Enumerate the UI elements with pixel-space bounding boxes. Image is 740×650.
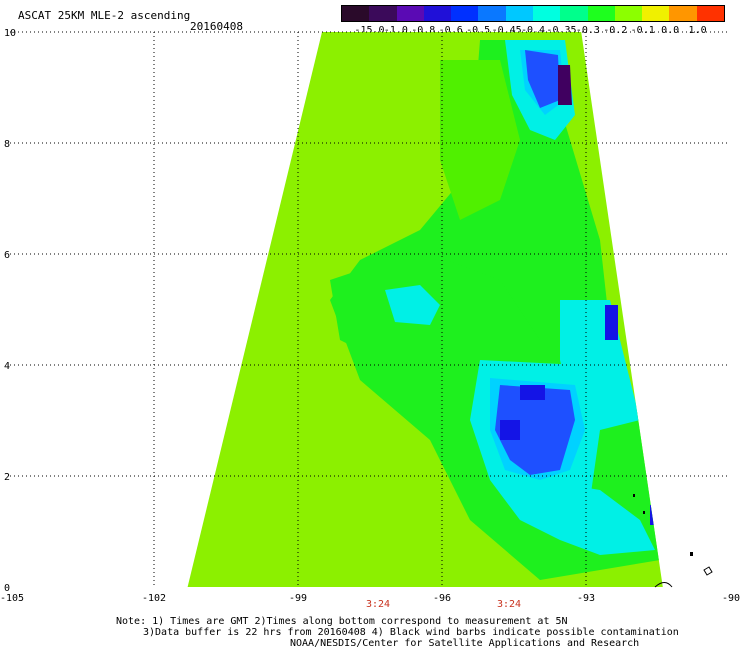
colorbar-label: -1.0: [383, 25, 408, 36]
colorbar-swatch: [532, 6, 561, 21]
colorbar-label: -0.35: [546, 25, 577, 36]
colorbar-swatch: [505, 6, 533, 21]
colorbar-swatch: [642, 6, 670, 21]
lon-tick-label: -93: [577, 593, 595, 604]
colorbar-label: 1.0: [688, 25, 707, 36]
product-title: ASCAT 25KM MLE-2 ascending: [18, 9, 191, 22]
darkblue-cell: [500, 420, 520, 440]
time-label-right: 3:24: [497, 599, 522, 610]
colorbar-swatch: [614, 6, 643, 21]
colorbar-label: -0.1: [630, 25, 655, 36]
colorbar-swatch: [669, 6, 697, 21]
colorbar-label: -0.45: [491, 25, 522, 36]
lon-tick-label: -99: [289, 593, 307, 604]
island-mark: [690, 552, 693, 556]
darkblue-edge-cell: [605, 305, 618, 340]
colorbar-swatch: [451, 6, 479, 21]
colorbar-swatch: [396, 6, 424, 21]
blue-region-south: [495, 385, 575, 475]
lat-tick-label: 6: [4, 250, 10, 261]
colorbar-label: -0.6: [438, 25, 463, 36]
darkblue-cell: [520, 385, 545, 400]
colorbar-label: -0.8: [411, 25, 436, 36]
lat-tick-label: 8: [4, 139, 10, 150]
note-line-1: Note: 1) Times are GMT 2)Times along bot…: [116, 616, 568, 627]
colorbar: [341, 5, 725, 22]
cyan-region-west: [385, 285, 440, 325]
swath-field: [330, 40, 660, 580]
coastline-mark: [654, 582, 673, 588]
colorbar-swatch: [560, 6, 588, 21]
product-date: 20160408: [190, 20, 243, 33]
colorbar-label: -0.2: [603, 25, 628, 36]
colorbar-label: -0.4: [520, 25, 546, 36]
colorbar-label: -15.0: [354, 25, 385, 36]
island-mark: [703, 566, 713, 576]
blue-region-north: [525, 50, 560, 108]
cyan-region-southeast: [540, 480, 655, 555]
note-line-3: NOAA/NESDIS/Center for Satellite Applica…: [290, 638, 640, 649]
wind-barb-dot: [643, 511, 645, 514]
colorbar-label: -0.3: [575, 25, 600, 36]
colorbar-label: 0.0: [661, 25, 680, 36]
lon-tick-label: -96: [433, 593, 451, 604]
colorbar-label: -0.5: [466, 25, 491, 36]
colorbar-swatch: [342, 6, 370, 21]
lon-tick-label: -102: [142, 593, 166, 604]
colorbar-swatch: [478, 6, 506, 21]
darkblue-edge-cell: [650, 505, 660, 525]
lat-tick-label: 4: [4, 361, 10, 372]
lat-tick-label: 2: [4, 472, 10, 483]
colorbar-swatch: [696, 6, 724, 21]
lon-tick-label: -105: [0, 593, 24, 604]
wind-barb-dot: [633, 494, 635, 497]
note-line-2: 3)Data buffer is 22 hrs from 20160408 4)…: [143, 627, 679, 638]
lightgreen-region-north: [440, 60, 520, 220]
purple-region-north: [558, 65, 572, 105]
time-label-left: 3:24: [366, 599, 391, 610]
colorbar-swatch: [423, 6, 452, 21]
lat-tick-label: 0: [4, 583, 10, 594]
colorbar-swatch: [369, 6, 397, 21]
colorbar-swatch: [587, 6, 615, 21]
lon-tick-label: -90: [722, 593, 740, 604]
lat-tick-label: 10: [4, 28, 16, 39]
